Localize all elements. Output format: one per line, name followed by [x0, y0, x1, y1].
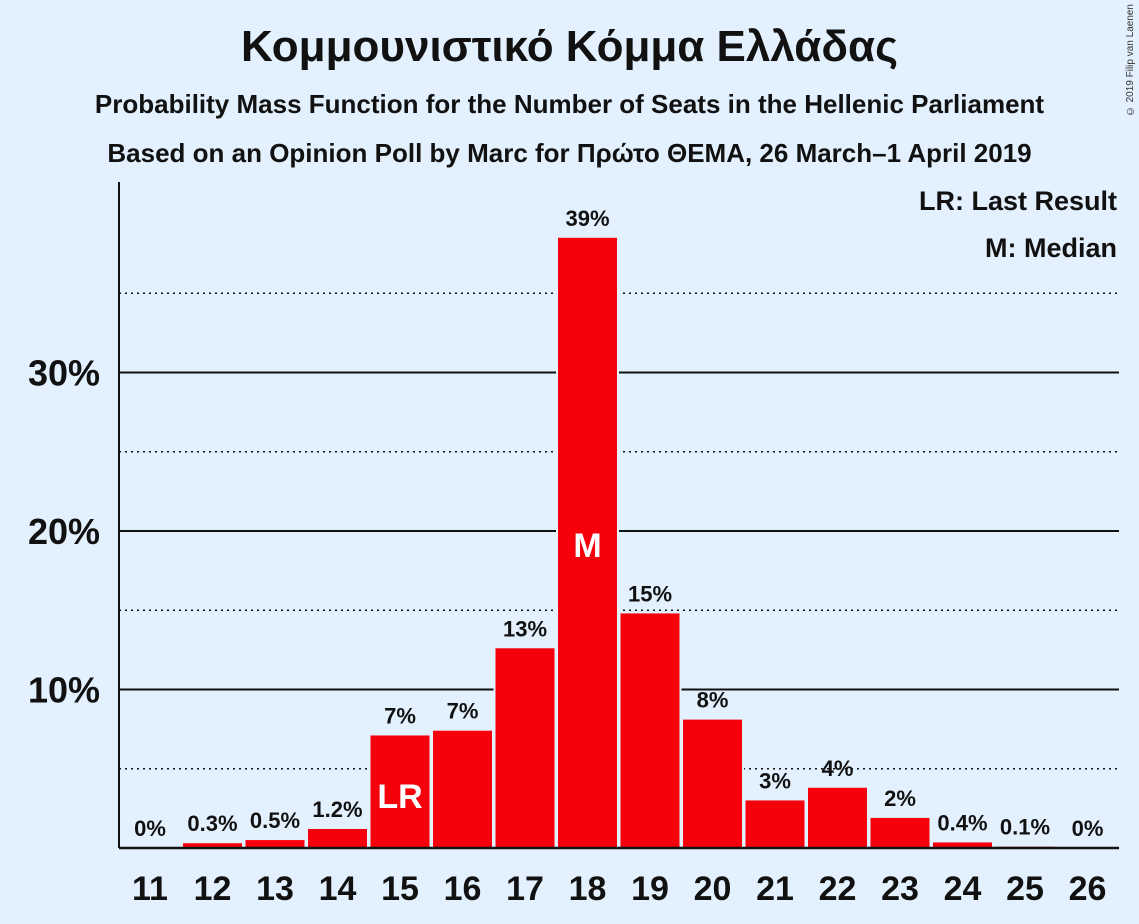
bar-15 — [370, 735, 430, 848]
data-label-14: 1.2% — [312, 797, 362, 822]
x-tick-16: 16 — [444, 870, 482, 908]
x-tick-23: 23 — [881, 870, 919, 908]
data-label-17: 13% — [503, 616, 547, 641]
x-tick-18: 18 — [569, 870, 607, 908]
bar-20 — [683, 719, 742, 848]
chart-source: Based on an Opinion Poll by Marc for Πρώ… — [107, 138, 1032, 168]
legend: LR: Last Result M: Median — [919, 186, 1117, 263]
x-tick-14: 14 — [319, 870, 357, 908]
x-tick-26: 26 — [1069, 870, 1107, 908]
axes — [118, 182, 1119, 850]
y-tick-20: 20% — [28, 511, 100, 552]
x-tick-21: 21 — [756, 870, 794, 908]
x-tick-22: 22 — [819, 870, 857, 908]
bar-17 — [495, 648, 555, 848]
data-label-21: 3% — [759, 768, 791, 793]
x-tick-17: 17 — [506, 870, 544, 908]
x-tick-15: 15 — [381, 870, 419, 908]
chart-title: Κομμουνιστικό Κόμμα Ελλάδας — [241, 22, 898, 71]
bars — [181, 235, 1057, 848]
data-label-16: 7% — [447, 699, 479, 724]
bar-12 — [183, 843, 242, 848]
data-label-13: 0.5% — [250, 808, 300, 833]
x-tick-20: 20 — [694, 870, 732, 908]
marker-lr: LR — [377, 778, 422, 816]
x-tick-13: 13 — [256, 870, 294, 908]
y-tick-30: 30% — [28, 353, 100, 394]
bar-23 — [870, 817, 930, 848]
bar-16 — [433, 730, 492, 848]
bar-18 — [558, 237, 617, 848]
data-label-15: 7% — [384, 703, 416, 728]
bar-13 — [245, 840, 305, 848]
x-tick-11: 11 — [132, 870, 168, 908]
bar-24 — [933, 842, 992, 848]
legend-entry-1: LR: Last Result — [919, 186, 1117, 216]
data-label-23: 2% — [884, 786, 916, 811]
data-label-11: 0% — [134, 816, 166, 841]
marker-m: M — [573, 527, 601, 565]
data-label-26: 0% — [1072, 816, 1104, 841]
bar-22 — [808, 787, 867, 848]
tick-labels: 11 12 13 14 15 16 17 18 19 20 21 22 23 24 25 26 10% 20% 30… — [28, 353, 1106, 909]
data-labels: 0% 0.3% 0.5% 1.2% 7% LR 7% 13% 39% M 15% 8% 3% 4% 2% 0.… — [134, 206, 1103, 841]
data-label-12: 0.3% — [187, 811, 237, 836]
chart-subtitle: Probability Mass Function for the Number… — [94, 89, 1045, 119]
data-label-25: 0.1% — [1000, 815, 1050, 840]
x-tick-25: 25 — [1006, 870, 1044, 908]
bar-21 — [745, 800, 805, 848]
bar-halo-25 — [993, 844, 1057, 848]
data-label-18: 39% — [565, 206, 609, 231]
x-tick-19: 19 — [631, 870, 669, 908]
data-label-22: 4% — [822, 756, 854, 781]
bar-14 — [308, 828, 367, 848]
bar-19 — [620, 613, 680, 848]
x-tick-12: 12 — [194, 870, 232, 908]
legend-entry-2: M: Median — [985, 233, 1117, 263]
data-label-20: 8% — [697, 688, 729, 713]
x-tick-24: 24 — [944, 870, 982, 908]
data-label-19: 15% — [628, 581, 672, 606]
data-label-24: 0.4% — [937, 810, 987, 835]
y-tick-10: 10% — [28, 670, 100, 711]
